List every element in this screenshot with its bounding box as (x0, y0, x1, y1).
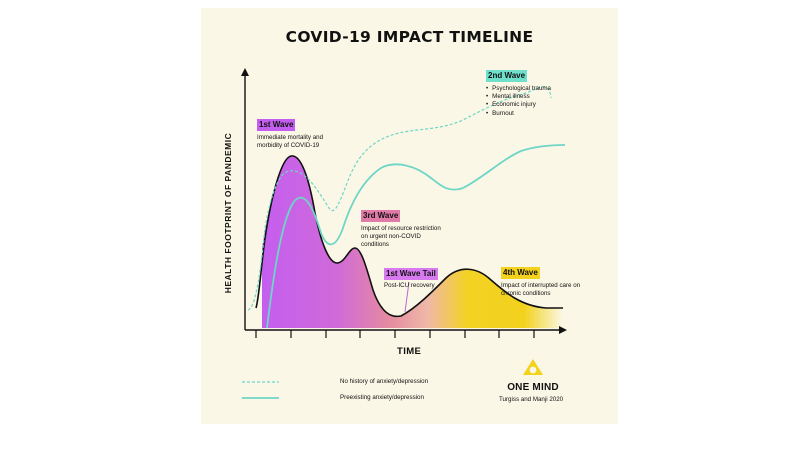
wave-2-annotation: 2nd Wave Psychological trauma Mental ill… (486, 65, 596, 118)
wave-3-annotation: 3rd Wave Impact of resource restriction … (361, 205, 451, 250)
wave-1-description: Immediate mortality and morbidity of COV… (257, 134, 324, 150)
source-credit: Turgiss and Manji 2020 (499, 396, 564, 403)
wave-2-item: Economic injury (486, 101, 596, 109)
legend-label: Preexisting anxiety/depression (340, 394, 424, 401)
y-axis-label: HEALTH FOOTPRINT OF PANDEMIC (223, 132, 233, 294)
brand-logo: ONE MIND (493, 358, 573, 393)
x-axis-label: TIME (397, 346, 422, 357)
tail-pointer-line (404, 281, 410, 313)
wave-1-tail-annotation: 1st Wave Tail Post-ICU recovery (384, 263, 464, 290)
wave-3-description: Impact of resource restriction on urgent… (361, 225, 441, 249)
x-axis-ticks (255, 330, 535, 338)
main-impact-curve (255, 155, 563, 318)
wave-2-item: Mental illness (486, 93, 596, 101)
wave-4-badge: 4th Wave (501, 267, 540, 279)
wave-area-fill (262, 155, 563, 328)
wave-2-item: Psychological trauma (486, 85, 596, 93)
wave-2-item: Burnout (486, 110, 596, 118)
wave-1-annotation: 1st Wave Immediate mortality and morbidi… (257, 114, 377, 150)
wave-4-annotation: 4th Wave Impact of interrupted care on c… (501, 262, 601, 298)
legend-label: No history of anxiety/depression (340, 378, 429, 385)
wave-2-list: Psychological trauma Mental illness Econ… (486, 85, 596, 118)
brand-name: ONE MIND (507, 382, 559, 393)
chart-title: COVID-19 IMPACT TIMELINE (285, 28, 534, 46)
wave-4-description: Impact of interrupted care on chronic co… (501, 282, 581, 298)
triangle-logo-icon (523, 359, 543, 375)
wave-3-badge: 3rd Wave (361, 210, 401, 222)
wave-1-tail-description: Post-ICU recovery (384, 282, 435, 289)
wave-1-tail-badge: 1st Wave Tail (384, 268, 438, 280)
solid-curve-preexisting (266, 144, 566, 329)
infographic-card: COVID-19 IMPACT TIMELINE (201, 8, 618, 424)
y-axis-arrow (241, 68, 249, 76)
wave-1-badge: 1st Wave (257, 119, 296, 131)
x-axis-arrow (559, 326, 567, 334)
wave-2-badge: 2nd Wave (486, 70, 528, 82)
timeline-plot (241, 68, 567, 399)
